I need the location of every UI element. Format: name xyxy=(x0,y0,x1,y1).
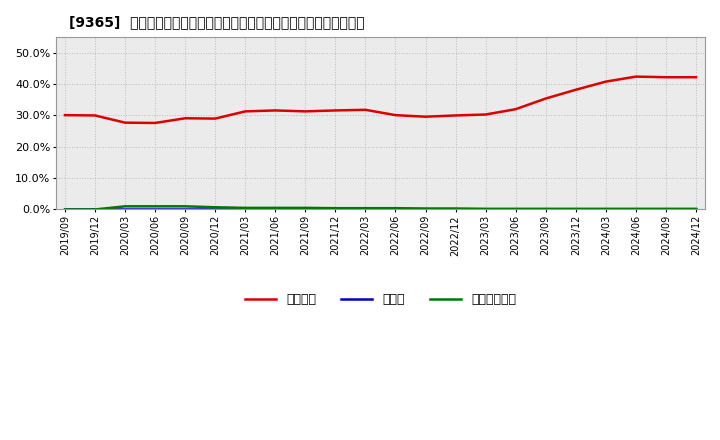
自己資本 xyxy=(331,108,340,113)
繰延税金資産 xyxy=(391,205,400,211)
自己資本 xyxy=(662,75,670,80)
自己資本 xyxy=(211,116,220,121)
自己資本 xyxy=(121,120,130,125)
繰延税金資産 xyxy=(692,206,701,212)
のれん xyxy=(541,207,550,212)
自己資本 xyxy=(511,106,520,112)
のれん xyxy=(451,207,460,212)
繰延税金資産 xyxy=(541,206,550,212)
自己資本 xyxy=(271,108,279,113)
のれん xyxy=(331,207,340,212)
自己資本 xyxy=(150,120,159,125)
繰延税金資産 xyxy=(60,207,69,212)
繰延税金資産 xyxy=(601,206,610,212)
繰延税金資産 xyxy=(241,205,250,210)
繰延税金資産 xyxy=(361,205,370,211)
のれん xyxy=(481,207,490,212)
繰延税金資産 xyxy=(662,206,670,212)
自己資本 xyxy=(572,87,580,92)
自己資本 xyxy=(91,113,99,118)
繰延税金資産 xyxy=(511,206,520,212)
繰延税金資産 xyxy=(271,205,279,210)
自己資本 xyxy=(541,96,550,101)
繰延税金資産 xyxy=(572,206,580,212)
のれん xyxy=(60,207,69,212)
繰延税金資産 xyxy=(631,206,640,212)
繰延税金資産 xyxy=(481,206,490,212)
のれん xyxy=(601,207,610,212)
自己資本 xyxy=(301,109,310,114)
自己資本 xyxy=(60,113,69,118)
のれん xyxy=(631,207,640,212)
のれん xyxy=(692,207,701,212)
自己資本 xyxy=(451,113,460,118)
のれん xyxy=(241,207,250,212)
繰延税金資産 xyxy=(421,206,430,211)
のれん xyxy=(572,207,580,212)
のれん xyxy=(421,207,430,212)
繰延税金資産 xyxy=(211,205,220,210)
Line: 自己資本: 自己資本 xyxy=(65,77,696,123)
のれん xyxy=(91,207,99,212)
繰延税金資産 xyxy=(181,204,189,209)
繰延税金資産 xyxy=(451,206,460,211)
自己資本 xyxy=(481,112,490,117)
のれん xyxy=(211,207,220,212)
のれん xyxy=(181,207,189,212)
自己資本 xyxy=(391,113,400,118)
Legend: 自己資本, のれん, 繰延税金資産: 自己資本, のれん, 繰延税金資産 xyxy=(240,288,521,311)
のれん xyxy=(361,207,370,212)
繰延税金資産 xyxy=(301,205,310,210)
自己資本 xyxy=(361,107,370,113)
のれん xyxy=(511,207,520,212)
繰延税金資産 xyxy=(150,204,159,209)
自己資本 xyxy=(692,75,701,80)
Line: 繰延税金資産: 繰延税金資産 xyxy=(65,206,696,209)
繰延税金資産 xyxy=(91,207,99,212)
自己資本 xyxy=(601,79,610,84)
自己資本 xyxy=(181,116,189,121)
のれん xyxy=(301,207,310,212)
のれん xyxy=(662,207,670,212)
のれん xyxy=(391,207,400,212)
のれん xyxy=(150,207,159,212)
のれん xyxy=(121,207,130,212)
Text: [9365]  自己資本、のれん、繰延税金資産の総資産に対する比率の推移: [9365] 自己資本、のれん、繰延税金資産の総資産に対する比率の推移 xyxy=(69,15,364,29)
自己資本 xyxy=(631,74,640,79)
自己資本 xyxy=(241,109,250,114)
繰延税金資産 xyxy=(121,204,130,209)
のれん xyxy=(271,207,279,212)
繰延税金資産 xyxy=(331,205,340,211)
自己資本 xyxy=(421,114,430,119)
